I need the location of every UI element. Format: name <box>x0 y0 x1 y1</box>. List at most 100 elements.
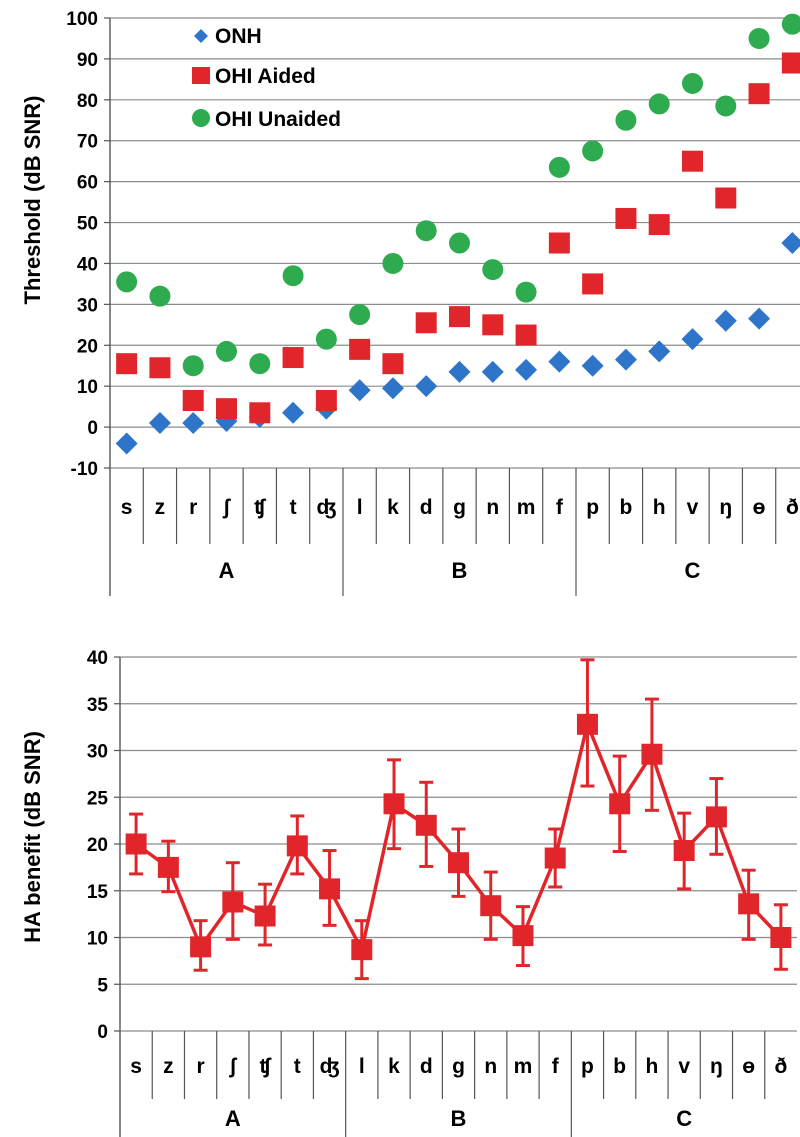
data-point-square <box>609 793 631 815</box>
data-point-diamond <box>481 360 504 383</box>
x-tick-label: t <box>290 496 297 519</box>
data-point-square <box>682 150 703 172</box>
data-point-circle <box>249 353 271 375</box>
x-tick-label: d <box>420 1055 433 1078</box>
data-point-square <box>548 232 570 254</box>
y-axis-label: HA benefit (dB SNR) <box>20 731 45 943</box>
x-tick-label: ð <box>774 1055 787 1078</box>
y-tick-label: 25 <box>87 788 109 809</box>
x-tick-label: ŋ <box>710 1055 723 1078</box>
x-tick-label: ʃ <box>228 1055 237 1078</box>
data-point-square <box>515 324 537 346</box>
data-point-diamond <box>548 350 571 373</box>
y-tick-label: 20 <box>77 336 98 357</box>
data-point-square <box>282 347 304 369</box>
data-point-square <box>615 207 637 229</box>
x-tick-label: ʧ <box>254 496 266 519</box>
x-tick-label: k <box>387 496 399 519</box>
x-tick-label: m <box>517 496 536 519</box>
data-point-diamond <box>781 232 800 254</box>
data-point-circle <box>349 304 371 326</box>
data-point-circle <box>682 72 703 94</box>
data-point-square <box>738 893 760 915</box>
group-label: C <box>676 1106 692 1131</box>
legend-diamond-icon <box>194 29 208 43</box>
data-point-square <box>715 187 737 209</box>
x-tick-label: l <box>359 1055 365 1078</box>
y-tick-label: 10 <box>77 377 98 398</box>
data-point-diamond <box>614 348 637 371</box>
data-point-circle <box>415 220 437 242</box>
x-tick-label: g <box>452 1055 465 1078</box>
data-point-diamond <box>748 307 771 330</box>
data-point-circle <box>282 265 304 287</box>
x-tick-label: ʃ <box>222 496 231 519</box>
x-tick-label: ŋ <box>719 496 732 519</box>
y-tick-label: 35 <box>87 695 109 716</box>
group-label: C <box>685 558 701 583</box>
legend: ONH OHI Aided OHI Unaided <box>192 25 341 131</box>
x-tick-label: z <box>155 496 166 519</box>
data-point-circle <box>315 328 337 350</box>
x-tick-label: l <box>357 496 363 519</box>
data-point-square <box>383 793 405 815</box>
data-point-square <box>576 713 598 735</box>
y-axis-label: Threshold (dB SNR) <box>20 96 45 305</box>
x-tick-label: k <box>388 1055 400 1078</box>
data-point-diamond <box>415 375 438 398</box>
x-tick-label: b <box>620 496 633 519</box>
x-tick-label: ɵ <box>742 1055 755 1078</box>
data-point-diamond <box>348 379 371 402</box>
data-point-square <box>222 891 244 913</box>
data-point-square <box>125 833 147 855</box>
data-point-diamond <box>714 309 737 332</box>
x-tick-label: z <box>163 1055 174 1078</box>
y-tick-label: 30 <box>87 742 108 763</box>
x-tick-label: s <box>130 1055 142 1078</box>
x-tick-label: f <box>556 496 564 519</box>
data-point-diamond <box>681 328 704 351</box>
x-tick-label: n <box>484 1055 497 1078</box>
y-tick-label: 40 <box>87 648 108 669</box>
data-point-circle <box>449 232 470 254</box>
data-point-circle <box>482 259 504 281</box>
data-point-circle <box>615 109 637 131</box>
legend-entry-ohi-unaided: OHI Unaided <box>215 108 341 131</box>
legend-entry-onh: ONH <box>215 25 262 48</box>
x-tick-label: ʤ <box>316 496 336 519</box>
x-tick-label: t <box>294 1055 301 1078</box>
x-tick-label: m <box>514 1055 533 1078</box>
y-axis-title: HA benefit (dB SNR) <box>20 731 45 943</box>
data-point-square <box>249 402 271 424</box>
data-point-circle <box>548 156 570 178</box>
data-point-square <box>254 905 276 927</box>
group-label: A <box>219 558 235 583</box>
data-point-square <box>705 806 727 828</box>
group-label: B <box>451 1106 467 1131</box>
data-point-circle <box>582 140 604 162</box>
x-tick-label: f <box>552 1055 560 1078</box>
data-point-square <box>449 306 470 328</box>
data-point-square <box>216 398 237 420</box>
y-tick-label: 70 <box>77 132 98 153</box>
x-tick-label: ʤ <box>320 1055 340 1078</box>
data-point-square <box>190 936 212 958</box>
data-point-square <box>349 338 371 360</box>
y-tick-label: 10 <box>87 929 108 950</box>
legend-square-icon <box>192 67 210 84</box>
data-point-square <box>448 852 469 874</box>
data-point-square <box>382 353 404 375</box>
data-point-circle <box>648 93 670 115</box>
x-tick-label: g <box>453 496 466 519</box>
y-tick-label: 90 <box>77 50 98 71</box>
data-point-circle <box>781 13 800 35</box>
y-tick-label: 80 <box>77 91 98 112</box>
x-tick-label: b <box>613 1055 626 1078</box>
x-tick-label: h <box>653 496 666 519</box>
data-point-square <box>770 927 792 948</box>
x-tick-label: p <box>581 1055 594 1078</box>
y-tick-label: 15 <box>87 882 109 903</box>
x-tick-label: n <box>486 496 499 519</box>
data-point-square <box>673 840 695 862</box>
data-point-diamond <box>115 432 138 455</box>
